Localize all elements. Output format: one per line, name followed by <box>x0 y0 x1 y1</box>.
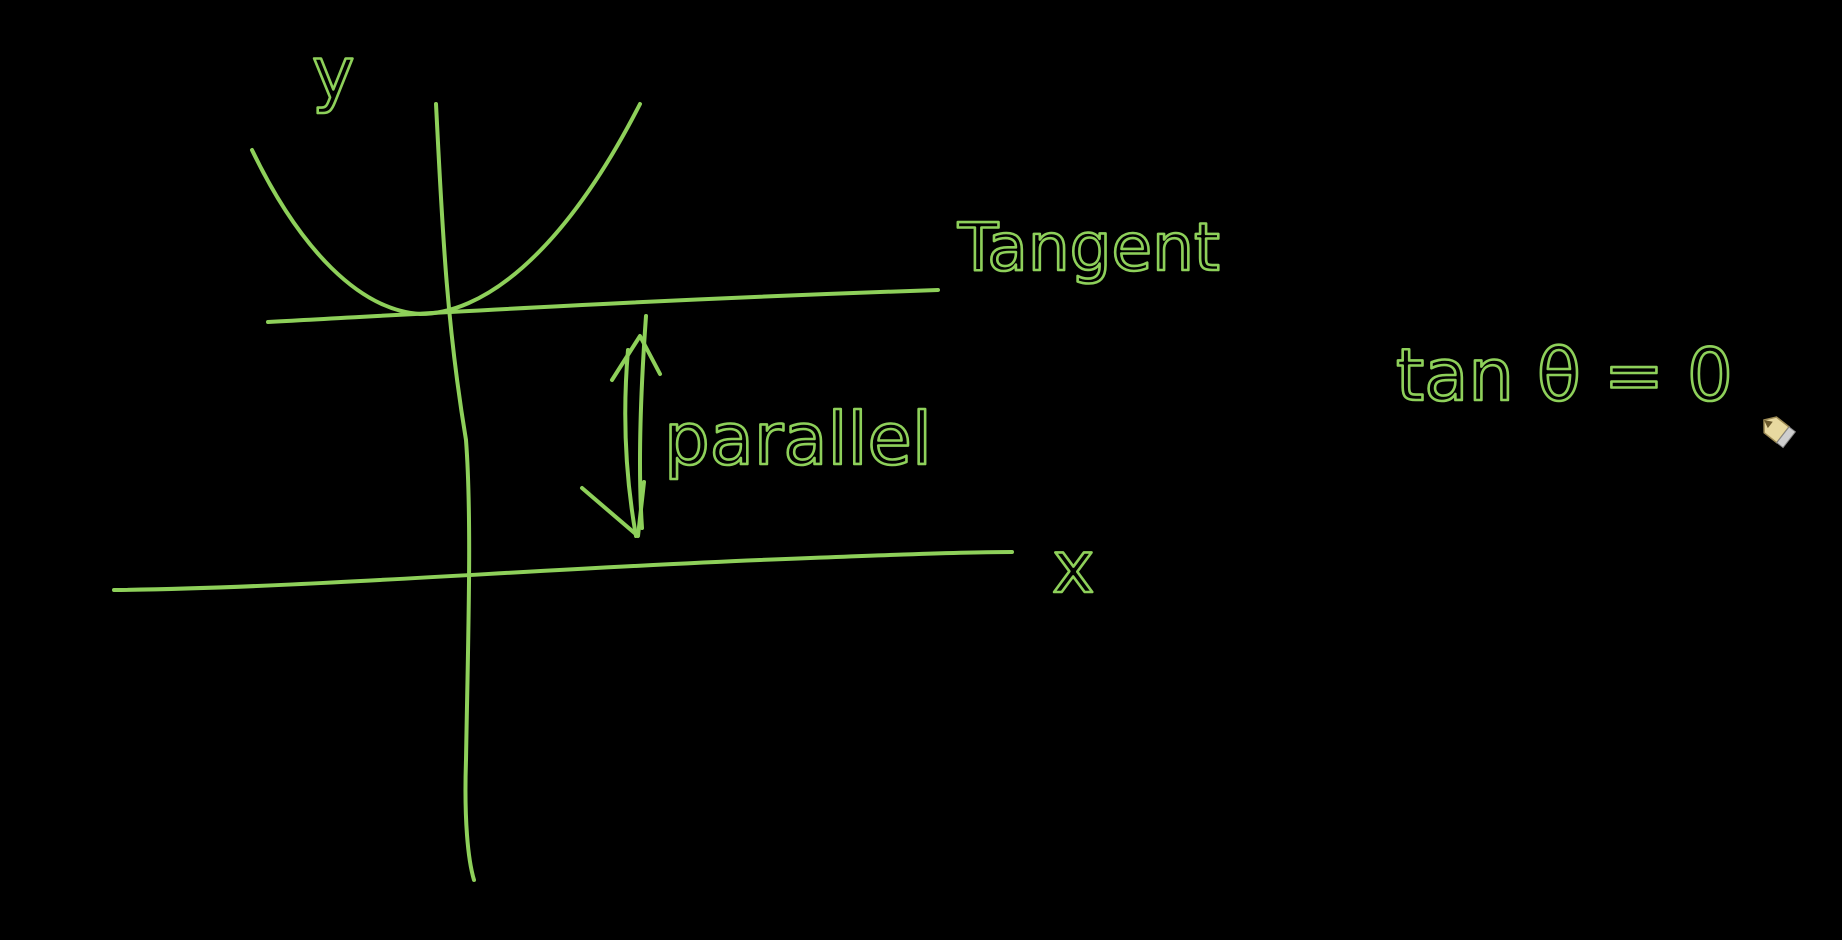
pen-cursor-icon <box>1763 416 1797 449</box>
y-axis-label: y <box>312 31 355 115</box>
arrow-head-top <box>610 334 662 382</box>
parallel-label: parallel <box>664 397 932 481</box>
parallel-arrow <box>580 314 662 538</box>
tangent-label: Tangent <box>957 209 1220 286</box>
arrow-head-bottom <box>580 480 646 538</box>
tangent-line <box>266 288 940 324</box>
equation-label: tan θ = 0 <box>1396 333 1733 417</box>
y-axis-line <box>434 102 476 882</box>
arrow-shaft-2 <box>623 348 638 538</box>
x-axis-label: x <box>1052 525 1095 609</box>
x-axis-line <box>112 550 1014 592</box>
